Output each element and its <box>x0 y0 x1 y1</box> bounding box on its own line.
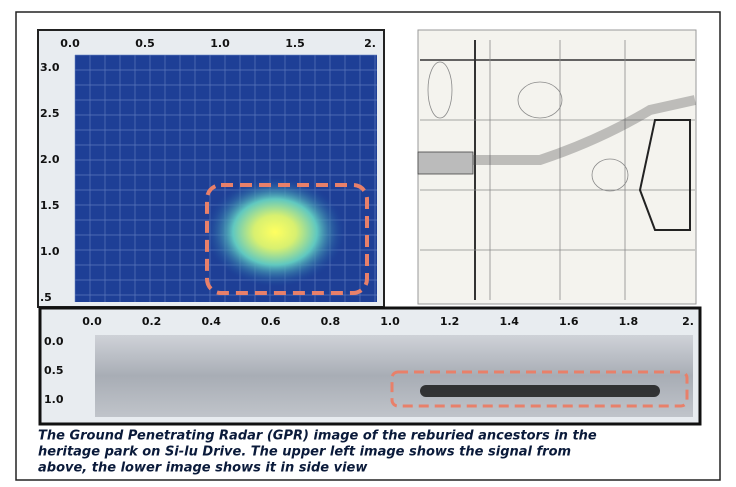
x-tick-label: 1.4 <box>499 315 519 328</box>
x-tick-label: 1.2 <box>440 315 460 328</box>
y-tick-label: 0.0 <box>44 335 64 348</box>
x-tick-label: 0.2 <box>142 315 162 328</box>
caption: The Ground Penetrating Radar (GPR) image… <box>38 429 597 476</box>
x-tick-label: 1.0 <box>210 37 230 50</box>
y-tick-label: 3.0 <box>40 61 60 74</box>
signal-band <box>420 385 660 397</box>
highlight-box <box>205 183 369 295</box>
x-tick-label: 2. <box>364 37 376 50</box>
x-tick-label: 2. <box>682 315 694 328</box>
caption-line: The Ground Penetrating Radar (GPR) image… <box>38 429 597 444</box>
x-tick-label: 0.8 <box>321 315 341 328</box>
x-tick-label: 1.5 <box>285 37 305 50</box>
x-tick-label: 0.0 <box>60 37 80 50</box>
map-lines <box>417 40 697 300</box>
x-tick-label: 1.8 <box>619 315 639 328</box>
y-tick-label: .5 <box>40 291 52 304</box>
x-tick-label: 0.5 <box>135 37 155 50</box>
signal-blob <box>205 177 345 287</box>
y-tick-label: 2.5 <box>40 107 60 120</box>
y-tick-label: 1.0 <box>44 393 64 406</box>
highlight-box <box>390 370 689 408</box>
x-tick-label: 1.6 <box>559 315 579 328</box>
caption-line: above, the lower image shows it in side … <box>38 461 368 476</box>
y-tick-label: 0.5 <box>44 364 64 377</box>
x-tick-label: 0.0 <box>82 315 102 328</box>
x-tick-label: 0.4 <box>201 315 221 328</box>
y-tick-label: 1.5 <box>40 199 60 212</box>
x-tick-label: 0.6 <box>261 315 281 328</box>
y-tick-label: 1.0 <box>40 245 60 258</box>
caption-line: heritage park on Si-lu Drive. The upper … <box>38 445 571 460</box>
x-tick-label: 1.0 <box>380 315 400 328</box>
y-tick-label: 2.0 <box>40 153 60 166</box>
